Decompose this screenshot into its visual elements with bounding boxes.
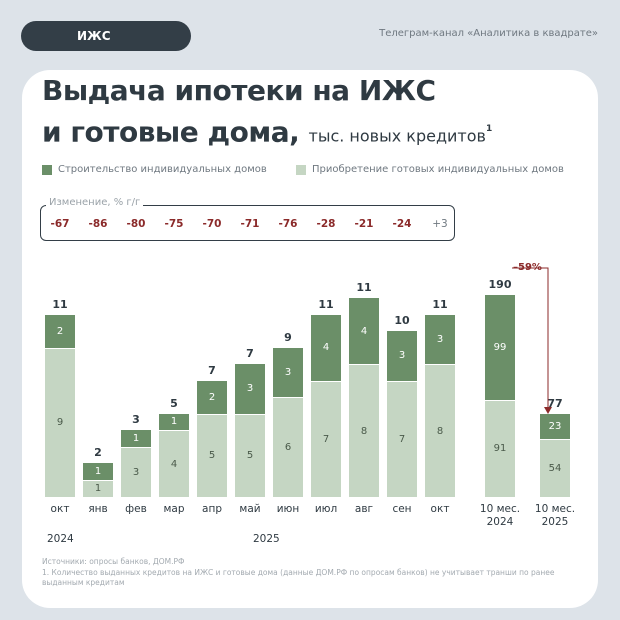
bar-segment-construction: 23 bbox=[540, 414, 570, 439]
title-line2: и готовые дома, bbox=[42, 115, 300, 149]
bar-segment-ready: 7 bbox=[387, 381, 417, 497]
bar-segment-ready: 1 bbox=[83, 480, 113, 497]
bar-segment-construction: 1 bbox=[159, 413, 189, 430]
bar-segment-construction: 3 bbox=[235, 364, 265, 414]
x-label-line: 2024 bbox=[486, 516, 514, 528]
bar-total-label: 2 bbox=[94, 446, 102, 459]
x-label-line: апр bbox=[202, 503, 222, 515]
x-axis-label: 10 мес. 2024 bbox=[470, 503, 530, 529]
summary-change: –59% bbox=[513, 262, 542, 273]
bar-segment-ready: 91 bbox=[485, 400, 515, 497]
change-value: -24 bbox=[392, 218, 412, 230]
channel-name: Телеграм-канал «Аналитика в квадрате» bbox=[379, 28, 598, 39]
bar-segment-construction: 4 bbox=[349, 298, 379, 364]
year-label: 2024 bbox=[47, 533, 74, 545]
x-axis-label: фев bbox=[106, 503, 166, 516]
bar-segment-ready: 3 bbox=[121, 447, 151, 497]
x-axis-label: сен bbox=[372, 503, 432, 516]
change-value: -71 bbox=[240, 218, 260, 230]
bar-segment-construction: 3 bbox=[387, 331, 417, 381]
legend-construction: Строительство индивидуальных домов bbox=[42, 164, 267, 175]
bar-segment-construction: 1 bbox=[121, 430, 151, 447]
bar-segment-construction: 3 bbox=[273, 347, 303, 397]
change-value: -67 bbox=[50, 218, 70, 230]
legend-label: Приобретение готовых индивидуальных домо… bbox=[312, 164, 564, 175]
legend-swatch bbox=[296, 164, 306, 175]
x-label-line: 2025 bbox=[541, 516, 569, 528]
x-label-line: 10 мес. bbox=[534, 503, 576, 515]
bar-total-label: 11 bbox=[356, 281, 372, 294]
change-value: -86 bbox=[88, 218, 108, 230]
footnote-mark: 1 bbox=[485, 124, 492, 134]
bar-segment-ready: 9 bbox=[45, 348, 75, 497]
bar-segment-ready: 4 bbox=[159, 431, 189, 497]
x-axis-label: 10 мес. 2025 bbox=[525, 503, 585, 529]
bar-total-label: 190 bbox=[488, 277, 512, 291]
x-label-line: окт bbox=[50, 503, 70, 515]
footnote-text: 1. Количество выданных кредитов на ИЖС и… bbox=[42, 567, 555, 588]
chart-title: Выдача ипотеки на ИЖС и готовые дома, ты… bbox=[42, 72, 492, 155]
bar-total-label: 10 bbox=[394, 314, 410, 327]
bar-total-label: 3 bbox=[132, 413, 140, 426]
bar-segment-ready: 54 bbox=[540, 439, 570, 497]
x-axis-label: июл bbox=[296, 503, 356, 516]
bar-segment-construction: 4 bbox=[311, 314, 341, 381]
x-axis-label: янв bbox=[68, 503, 128, 516]
bar-segment-ready: 8 bbox=[425, 365, 455, 497]
change-value: -28 bbox=[316, 218, 336, 230]
change-value: +3 bbox=[432, 218, 448, 230]
x-axis-label: авг bbox=[334, 503, 394, 516]
x-label-line: янв bbox=[88, 503, 108, 515]
bar-segment-construction: 2 bbox=[197, 380, 227, 414]
legend-ready: Приобретение готовых индивидуальных домо… bbox=[296, 164, 564, 175]
bar-segment-ready: 7 bbox=[311, 381, 341, 497]
bar-segment-ready: 6 bbox=[273, 398, 303, 497]
x-label-line: мар bbox=[163, 503, 185, 515]
bar-segment-ready: 5 bbox=[235, 414, 265, 497]
x-label-line: сен bbox=[392, 503, 412, 515]
bar-segment-ready: 8 bbox=[349, 365, 379, 497]
x-axis-label: окт bbox=[410, 503, 470, 516]
x-axis-label: апр bbox=[182, 503, 242, 516]
change-value: -70 bbox=[202, 218, 222, 230]
bar-total-label: 9 bbox=[284, 330, 292, 344]
x-label-line: 10 мес. bbox=[479, 503, 521, 515]
year-label: 2025 bbox=[253, 533, 280, 545]
x-axis-label: окт bbox=[30, 503, 90, 516]
legend-swatch bbox=[42, 164, 52, 175]
change-box bbox=[40, 205, 455, 241]
bar-segment-construction: 3 bbox=[425, 314, 455, 364]
title-unit: тыс. новых кредитов bbox=[308, 126, 486, 146]
x-axis-label: май bbox=[220, 503, 280, 516]
title-line1: Выдача ипотеки на ИЖС bbox=[42, 74, 436, 107]
x-label-line: июл bbox=[314, 503, 338, 515]
bar-total-label: 11 bbox=[432, 297, 448, 311]
change-value: -21 bbox=[354, 218, 374, 230]
category-tag: ИЖС bbox=[21, 21, 191, 51]
x-label-line: фев bbox=[125, 503, 147, 515]
bar-segment-ready: 5 bbox=[197, 414, 227, 497]
sources-line: Источники: опросы банков, ДОМ.РФ bbox=[42, 557, 185, 566]
change-value: -76 bbox=[278, 218, 298, 230]
x-label-line: июн bbox=[276, 503, 300, 515]
change-label: Изменение, % г/г bbox=[46, 197, 144, 208]
bar-total-label: 7 bbox=[246, 347, 254, 360]
bar-segment-construction: 99 bbox=[485, 294, 515, 400]
x-label-line: май bbox=[239, 503, 261, 515]
sources: Источники: опросы банков, ДОМ.РФ 1. Коли… bbox=[42, 557, 562, 589]
x-label-line: окт bbox=[430, 503, 450, 515]
bar-total-label: 11 bbox=[318, 297, 334, 311]
change-value: -75 bbox=[164, 218, 184, 230]
bar-total-label: 5 bbox=[170, 396, 178, 410]
legend-label: Строительство индивидуальных домов bbox=[58, 164, 267, 175]
change-value: -80 bbox=[126, 218, 146, 230]
x-axis-label: мар bbox=[144, 503, 204, 516]
x-label-line: авг bbox=[354, 503, 374, 515]
x-axis-label: июн bbox=[258, 503, 318, 516]
bar-total-label: 7 bbox=[208, 363, 216, 377]
bar-segment-construction: 1 bbox=[83, 463, 113, 480]
bar-segment-construction: 2 bbox=[45, 314, 75, 348]
bar-total-label: 11 bbox=[52, 297, 68, 311]
